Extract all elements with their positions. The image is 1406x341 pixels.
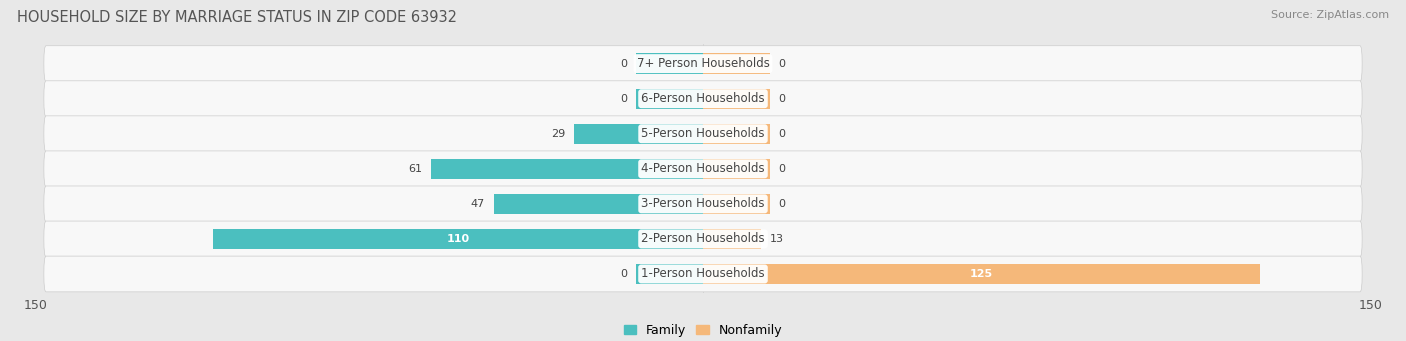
Text: 0: 0 — [620, 269, 627, 279]
FancyBboxPatch shape — [44, 81, 1362, 117]
Text: 61: 61 — [409, 164, 422, 174]
Bar — [703, 54, 769, 74]
Bar — [636, 264, 703, 284]
Bar — [432, 159, 703, 179]
Text: 1-Person Households: 1-Person Households — [641, 267, 765, 281]
Legend: Family, Nonfamily: Family, Nonfamily — [619, 319, 787, 341]
Text: 3-Person Households: 3-Person Households — [641, 197, 765, 210]
Bar — [636, 54, 703, 74]
Text: Source: ZipAtlas.com: Source: ZipAtlas.com — [1271, 10, 1389, 20]
Bar — [703, 229, 761, 249]
Text: 0: 0 — [779, 94, 786, 104]
Text: HOUSEHOLD SIZE BY MARRIAGE STATUS IN ZIP CODE 63932: HOUSEHOLD SIZE BY MARRIAGE STATUS IN ZIP… — [17, 10, 457, 25]
Bar — [636, 89, 703, 109]
Text: 125: 125 — [970, 269, 993, 279]
Text: 0: 0 — [779, 164, 786, 174]
Text: 0: 0 — [779, 199, 786, 209]
Text: 13: 13 — [769, 234, 783, 244]
Bar — [574, 123, 703, 144]
FancyBboxPatch shape — [44, 151, 1362, 187]
Text: 110: 110 — [447, 234, 470, 244]
Text: 4-Person Households: 4-Person Households — [641, 162, 765, 175]
Bar — [703, 123, 769, 144]
Text: 7+ Person Households: 7+ Person Households — [637, 57, 769, 70]
Bar — [703, 159, 769, 179]
FancyBboxPatch shape — [44, 256, 1362, 292]
Text: 47: 47 — [471, 199, 485, 209]
Bar — [494, 194, 703, 214]
Bar — [703, 194, 769, 214]
Text: 0: 0 — [620, 59, 627, 69]
Text: 6-Person Households: 6-Person Households — [641, 92, 765, 105]
FancyBboxPatch shape — [44, 221, 1362, 257]
Text: 2-Person Households: 2-Person Households — [641, 233, 765, 246]
FancyBboxPatch shape — [44, 46, 1362, 81]
FancyBboxPatch shape — [44, 186, 1362, 222]
Text: 5-Person Households: 5-Person Households — [641, 127, 765, 140]
Bar — [703, 89, 769, 109]
FancyBboxPatch shape — [44, 116, 1362, 152]
Text: 0: 0 — [620, 94, 627, 104]
Bar — [214, 229, 703, 249]
Text: 29: 29 — [551, 129, 565, 139]
Text: 0: 0 — [779, 59, 786, 69]
Text: 0: 0 — [779, 129, 786, 139]
Bar — [703, 264, 1260, 284]
